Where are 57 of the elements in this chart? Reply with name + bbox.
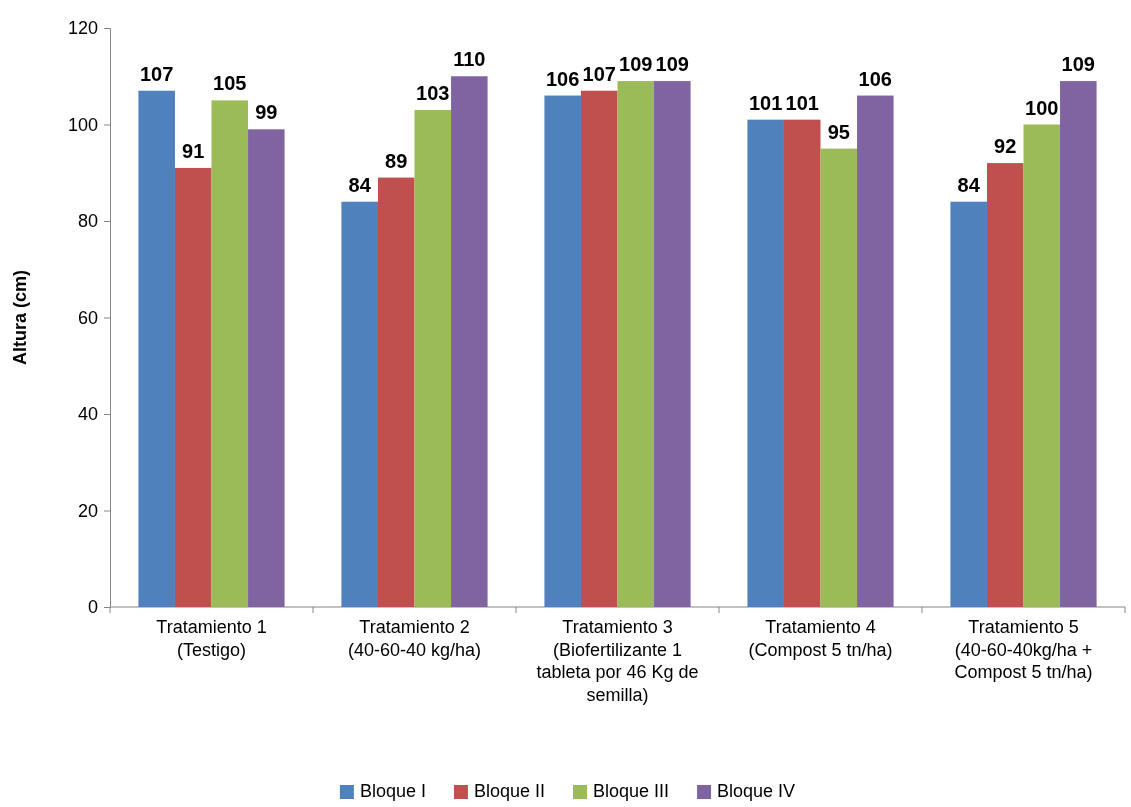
bar: [377, 177, 415, 607]
bar: [174, 167, 212, 607]
x-tick-label: Tratamiento 5 (40-60-40kg/ha + Compost 5 tn/ha): [954, 617, 1093, 682]
data-label: 100: [1025, 96, 1059, 119]
data-label: 109: [655, 53, 689, 76]
y-tick-label: 80: [77, 211, 98, 232]
data-label: 109: [1061, 53, 1095, 76]
legend-label: Bloque IV: [717, 781, 796, 801]
data-label: 107: [140, 62, 174, 85]
bar: [1023, 124, 1061, 607]
bar: [783, 119, 821, 607]
data-label: 84: [957, 173, 981, 196]
y-tick-label: 120: [67, 18, 98, 39]
x-tick-label: Tratamiento 1 (Testigo): [156, 617, 267, 660]
bar: [580, 90, 618, 607]
y-tick-label: 40: [77, 404, 98, 425]
data-label: 92: [994, 135, 1017, 158]
data-label: 95: [827, 120, 850, 143]
bar: [950, 201, 987, 607]
bar: [820, 148, 858, 607]
data-label: 89: [385, 149, 408, 172]
data-label: 101: [785, 91, 819, 114]
data-label: 99: [255, 101, 278, 124]
data-label: 107: [582, 62, 616, 85]
y-tick-label: 0: [87, 597, 98, 618]
legend-label: Bloque II: [473, 781, 545, 801]
y-tick-label: 100: [67, 114, 98, 135]
bar: [1060, 81, 1097, 607]
bar: [986, 163, 1024, 607]
x-tick-label: Tratamiento 3 (Biofertilizante 1 tableta por 46 Kg de semilla): [536, 617, 699, 705]
bar: [857, 95, 894, 607]
y-tick-label: 20: [77, 500, 98, 521]
data-label: 106: [546, 67, 580, 90]
bar: [341, 201, 378, 607]
x-tick-label: Tratamiento 4 (Compost 5 tn/ha): [748, 617, 893, 660]
bar: [138, 90, 175, 607]
bar: [211, 100, 249, 607]
bar: [414, 110, 452, 607]
bar: [747, 119, 784, 607]
y-tick-label: 60: [77, 307, 98, 328]
y-axis-title: Altura (cm): [10, 269, 30, 366]
legend-label: Bloque I: [359, 781, 426, 801]
data-label: 106: [858, 67, 892, 90]
data-label: 105: [213, 72, 247, 95]
data-label: 103: [416, 82, 450, 105]
data-label: 110: [453, 48, 486, 71]
bar: [544, 95, 581, 607]
data-label: 84: [348, 173, 372, 196]
data-label: 101: [749, 91, 783, 114]
legend-label: Bloque III: [593, 781, 670, 801]
bar: [451, 76, 488, 607]
data-label: 109: [619, 53, 653, 76]
bar: [617, 81, 655, 607]
data-label: 91: [182, 139, 205, 162]
x-tick-label: Tratamiento 2 (40-60-40 kg/ha): [347, 617, 482, 660]
bar: [248, 129, 285, 607]
bar: [654, 81, 691, 607]
